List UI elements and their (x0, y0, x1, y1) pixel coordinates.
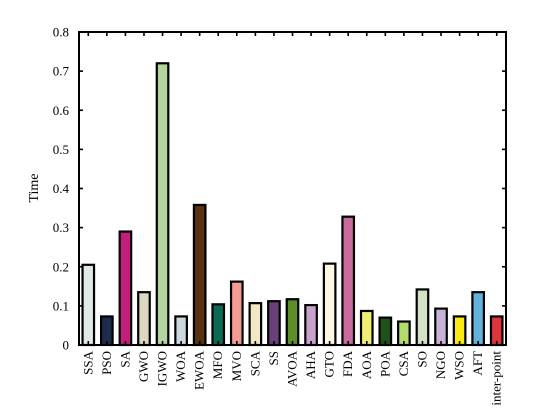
x-tick-label: AFT (470, 351, 485, 376)
bar-mfo (211, 303, 226, 347)
x-tick-label: SS (266, 351, 281, 365)
bar-poa (378, 316, 393, 347)
y-axis-label: Time (27, 173, 42, 202)
bar-mvo (229, 280, 244, 347)
y-tick-label: 0.4 (53, 181, 70, 196)
bar-aoa (359, 309, 374, 347)
y-tick-label: 0 (63, 338, 70, 353)
bar-ssa (81, 263, 96, 347)
bar-gto (322, 262, 337, 347)
y-tick-label: 0.1 (53, 298, 69, 313)
y-tick-label: 0.8 (53, 25, 69, 40)
bar-inter-point (489, 315, 504, 347)
bar-igwo (155, 62, 170, 347)
x-tick-label: AOA (359, 350, 374, 379)
x-tick-label: GTO (322, 351, 337, 377)
bar-ngo (434, 307, 448, 347)
bar-gwo (137, 291, 151, 347)
x-tick-label: MVO (229, 351, 244, 381)
bar-aft (471, 291, 486, 347)
y-tick-label: 0.5 (53, 142, 69, 157)
bar-ewoa (192, 203, 207, 347)
bar-so (415, 288, 430, 347)
x-tick-label: EWOA (192, 350, 207, 390)
bar-wso (452, 315, 467, 347)
x-tick-label: AVOA (285, 350, 300, 386)
x-tick-label: PSO (99, 351, 114, 375)
y-tick-label: 0.3 (53, 220, 69, 235)
y-tick-label: 0.2 (53, 259, 69, 274)
bar-sa (118, 230, 133, 347)
bar-fda (341, 215, 356, 347)
x-tick-label: WOA (173, 350, 188, 382)
x-tick-label: POA (377, 350, 392, 377)
plot-area-frame (78, 31, 507, 346)
x-tick-label: SSA (80, 350, 95, 374)
x-tick-label: SO (414, 351, 429, 368)
x-tick-label: SCA (247, 350, 262, 376)
x-tick-label: FDA (340, 350, 355, 377)
bar-aha (304, 303, 318, 347)
x-tick-label: GWO (136, 351, 151, 382)
x-tick-label: inter-point (489, 351, 504, 406)
x-tick-label: AHA (303, 350, 318, 379)
bar-sca (248, 302, 263, 347)
bar-avoa (285, 298, 300, 347)
x-tick-label: MFO (210, 351, 225, 379)
bar-woa (174, 315, 188, 347)
y-tick-label: 0.6 (53, 103, 70, 118)
y-tick-label: 0.7 (53, 64, 70, 79)
bar-ss (267, 300, 281, 347)
bar-pso (99, 315, 114, 347)
x-tick-label: NGO (433, 351, 448, 379)
x-tick-label: WSO (452, 351, 467, 380)
x-tick-label: CSA (396, 350, 411, 376)
x-tick-label: SA (117, 350, 132, 367)
x-tick-label: IGWO (155, 351, 170, 386)
